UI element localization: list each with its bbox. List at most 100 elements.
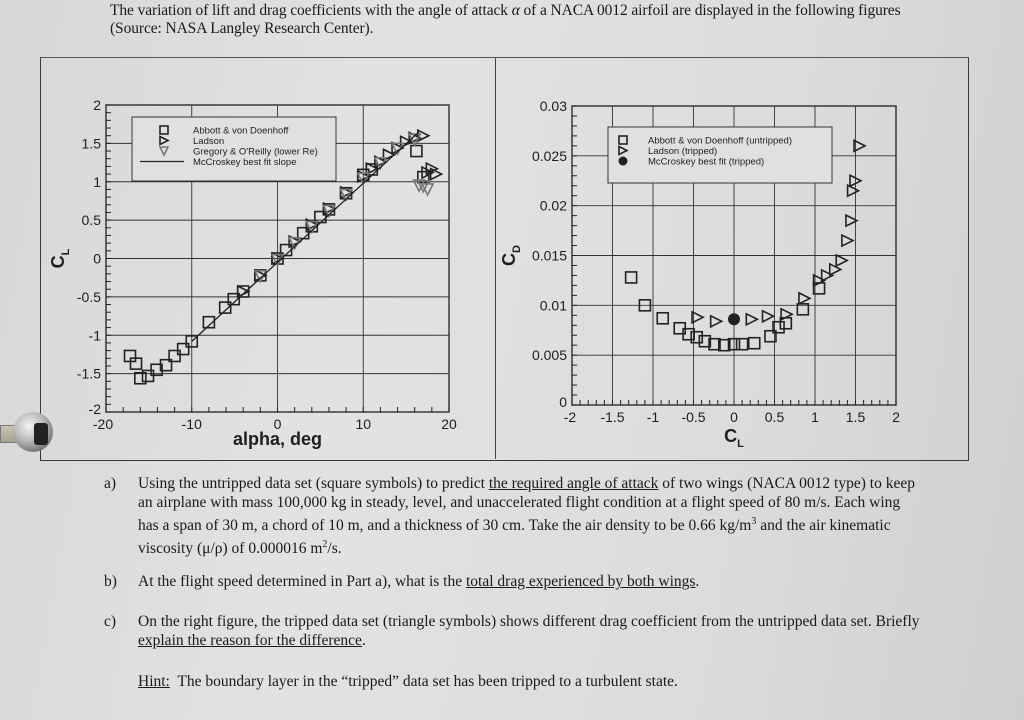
chart-legend: Abbott & von Doenhoff (untripped)Ladson … [607,126,833,184]
triangle-right-marker [159,135,170,146]
square-marker [682,327,695,341]
emphasized-text: the required angle of attack [488,475,659,492]
square-marker [185,335,199,348]
square-marker [134,371,147,385]
triangle-right-marker [382,148,397,162]
plot-area: -2 -1.5 -1 -0.5 0 0.5 1 1.5 2 0.03 0.025 0.02 0.015 0… [499,98,900,450]
square-marker [218,301,232,314]
emphasized-text: total drag experienced by both wings [466,573,696,591]
legend-label: Abbott & von Doenhoff (untripped) [648,136,792,147]
square-marker [227,292,241,306]
data-series [691,139,867,329]
x-axis-label: alpha, deg [233,429,322,449]
y-tick-label: 1.5 [82,135,102,151]
square-marker [159,125,169,135]
question-text: 2 [322,539,328,551]
y-tick-label: 0.025 [532,148,567,164]
x-tick-label: 0.5 [765,409,785,425]
triangle-down-marker [420,183,435,197]
x-tick-label: -1 [647,409,660,425]
intro-text-1: The variation of lift and drag coefficie… [110,2,512,19]
legend-box [131,116,337,182]
legend-label: McCroskey best fit slope [193,157,296,168]
intro-text-2: of a NACA 0012 airfoil are displayed in … [110,2,901,37]
square-marker [618,135,628,145]
question-text: . [695,573,700,591]
legend-box [607,126,833,184]
triangle-right-marker [745,312,760,327]
y-tick-label: 0.5 [82,212,102,228]
square-marker [150,363,163,377]
x-tick-label: 20 [441,416,457,432]
x-tick-label: 1 [811,409,819,425]
fit-line [191,131,420,342]
question-text: of two wings (NACA 0012 type) to keep an… [138,475,915,535]
y-axis-label: CD [499,245,523,266]
y-tick-label: -1 [89,327,102,343]
questions-list: a) Using the untripped data set (square … [104,474,924,691]
square-marker [410,144,423,158]
square-marker [735,337,749,351]
legend-label: McCroskey best fit (tripped) [648,157,764,168]
square-marker [656,311,670,325]
y-tick-label: 0.005 [532,347,567,363]
triangle-down-marker [416,180,431,194]
triangle-right-marker [416,128,431,143]
triangle-down-marker [305,220,319,235]
data-series [624,271,826,352]
square-marker [638,299,652,312]
circle-marker [728,313,740,326]
triangle-right-marker [374,155,388,169]
figure-frame [40,57,969,461]
triangle-right-marker [271,251,285,266]
square-marker [764,329,777,343]
plot-area: -20 -10 0 10 20 2 1.5 1 0.5 0 -0.5 -1 -1.5 -2 alpha, d… [48,97,457,449]
y-tick-label: 0.01 [540,297,567,313]
y-tick-label: 1 [93,174,101,190]
data-series [253,133,435,284]
square-marker [747,336,761,350]
triangle-right-marker [835,253,850,268]
question-text: At the flight speed determined in Part a… [138,573,466,591]
square-marker [168,349,181,363]
square-marker [690,330,704,344]
triangle-down-marker [407,133,422,147]
square-marker [698,334,712,348]
hint-label: Hint: [138,673,170,691]
square-marker [772,320,785,334]
triangle-right-marker [691,310,705,325]
question-c: c) On the right figure, the tripped data… [104,612,924,650]
question-body: On the right figure, the tripped data se… [138,613,920,649]
triangle-right-marker [846,183,861,198]
question-text: /s. [327,540,342,558]
legend-label: Gregory & O'Reilly (lower Re) [193,147,318,158]
alpha-symbol: α [511,2,520,19]
x-tick-label: 0 [730,409,738,425]
triangle-right-marker [841,233,855,248]
triangle-right-marker [820,268,835,283]
square-marker [624,271,638,284]
hint-text: The boundary layer in the “tripped” data… [169,673,678,691]
y-tick-label: 0.015 [532,248,567,264]
triangle-right-marker [780,307,794,322]
square-marker [717,338,731,352]
triangle-right-marker [618,145,629,156]
question-text: 3 [751,516,757,527]
triangle-right-marker [828,262,843,277]
question-text: and the air kinematic viscosity (μ/ρ) of… [138,517,891,558]
triangle-right-marker [288,234,302,249]
drag-polar-chart: -2 -1.5 -1 -0.5 0 0.5 1 1.5 2 0.03 0.025 0.02 0.015 0… [499,98,900,450]
triangle-down-marker [356,172,371,186]
x-tick-label: -10 [182,416,202,432]
square-marker [159,358,173,372]
data-series [728,313,740,326]
x-tick-label: 2 [892,409,900,425]
y-tick-label: -1.5 [77,366,101,382]
x-tick-label: -0.5 [681,409,705,425]
triangle-right-marker [812,273,827,288]
question-body: Using the untripped data set (square sym… [138,475,915,557]
question-label: b) [104,573,117,591]
y-tick-label: 0.02 [540,198,567,214]
circle-marker [618,156,628,166]
triangle-right-marker [798,291,812,306]
